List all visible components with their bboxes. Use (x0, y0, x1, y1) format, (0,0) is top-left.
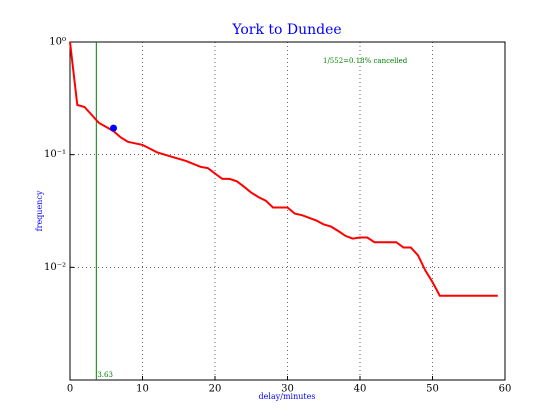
y-tick-label: 10⁰ (49, 37, 66, 48)
x-tick-label: 50 (426, 384, 439, 395)
x-axis-label: delay/minutes (259, 392, 316, 401)
x-tick-label: 40 (354, 384, 367, 395)
annotation: 1/552=0.18% cancelled (323, 57, 408, 65)
x-tick-label: 30 (281, 384, 294, 395)
plot-frame (69, 41, 506, 381)
chart-title: York to Dundee (231, 22, 341, 38)
y-tick-label: 10⁻¹ (44, 149, 66, 160)
x-tick-label: 10 (136, 384, 149, 395)
data-line (69, 41, 498, 297)
y-axis-label: frequency (35, 190, 44, 231)
x-tick-label: 20 (209, 384, 222, 395)
vertical-line-label: 3.63 (97, 371, 113, 379)
x-tick-label: 0 (67, 384, 73, 395)
x-tick-label: 60 (499, 384, 512, 395)
y-tick-label: 10⁻² (44, 262, 66, 273)
marker (110, 124, 117, 132)
